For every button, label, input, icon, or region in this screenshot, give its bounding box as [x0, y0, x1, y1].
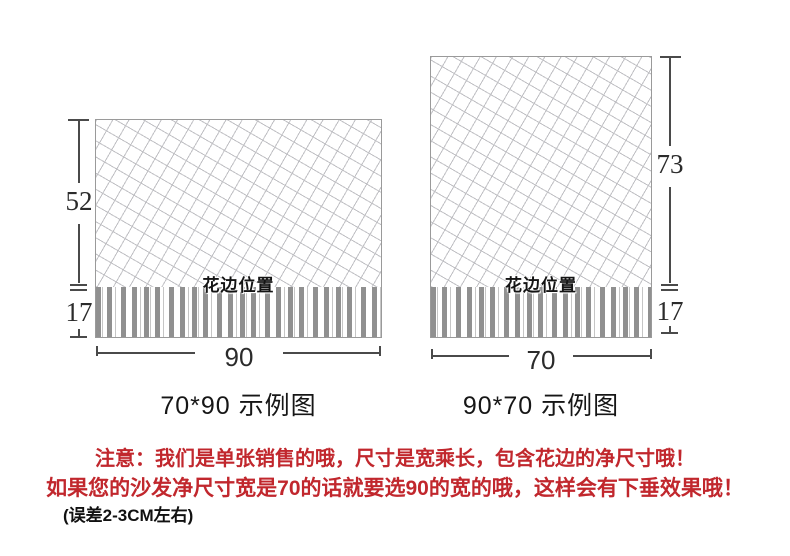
dimension-value-fringe-height: 17: [656, 296, 684, 326]
dimension-tick: [70, 289, 87, 291]
fabric-body-area: [96, 120, 381, 288]
dimension-line: [78, 329, 80, 337]
dimension-line: [96, 352, 195, 354]
dimension-cap: [70, 336, 87, 338]
lace-fringe-area: [431, 287, 651, 337]
dimension-tick: [431, 349, 433, 359]
dimension-tick: [661, 289, 678, 291]
dimension-tick: [70, 284, 87, 286]
dimension-line: [669, 187, 671, 283]
dimension-cap: [661, 332, 678, 334]
dimension-value-upper-height: 73: [656, 149, 684, 179]
dimension-line: [669, 326, 671, 333]
dimension-line: [573, 355, 652, 357]
dimension-line: [283, 352, 381, 354]
dimension-value-upper-height: 52: [65, 186, 93, 216]
diagram-caption-70x90: 70*90 示例图: [160, 392, 317, 420]
notice-line-1: 注意：我们是单张销售的哦，尺寸是宽乘长，包含花边的净尺寸哦！: [95, 448, 695, 470]
dimension-tick: [96, 346, 98, 356]
dimension-tick: [379, 346, 381, 356]
dimension-value-fringe-height: 17: [65, 297, 93, 327]
dimension-tick: [650, 349, 652, 359]
lace-position-label: 花边位置: [202, 276, 275, 295]
fabric-body-area: [431, 57, 651, 288]
diagram-caption-90x70: 90*70 示例图: [462, 392, 620, 420]
lace-fringe-area: [96, 287, 381, 337]
size-diagram-70x90: 花边位置: [95, 119, 382, 338]
dimension-value-width: 70: [526, 345, 556, 375]
tolerance-note: (误差2-3CM左右): [63, 506, 194, 525]
dimension-line: [431, 355, 509, 357]
dimension-tick: [661, 284, 678, 286]
dimension-line: [78, 224, 80, 283]
notice-line-2: 如果您的沙发净尺寸宽是70的话就要选90的宽的哦，这样会有下垂效果哦！: [46, 477, 744, 500]
dimension-value-width: 90: [224, 342, 254, 372]
size-diagram-90x70: 花边位置: [430, 56, 652, 338]
dimension-line: [669, 56, 671, 146]
dimension-line: [78, 119, 80, 183]
lace-position-label: 花边位置: [505, 276, 577, 295]
